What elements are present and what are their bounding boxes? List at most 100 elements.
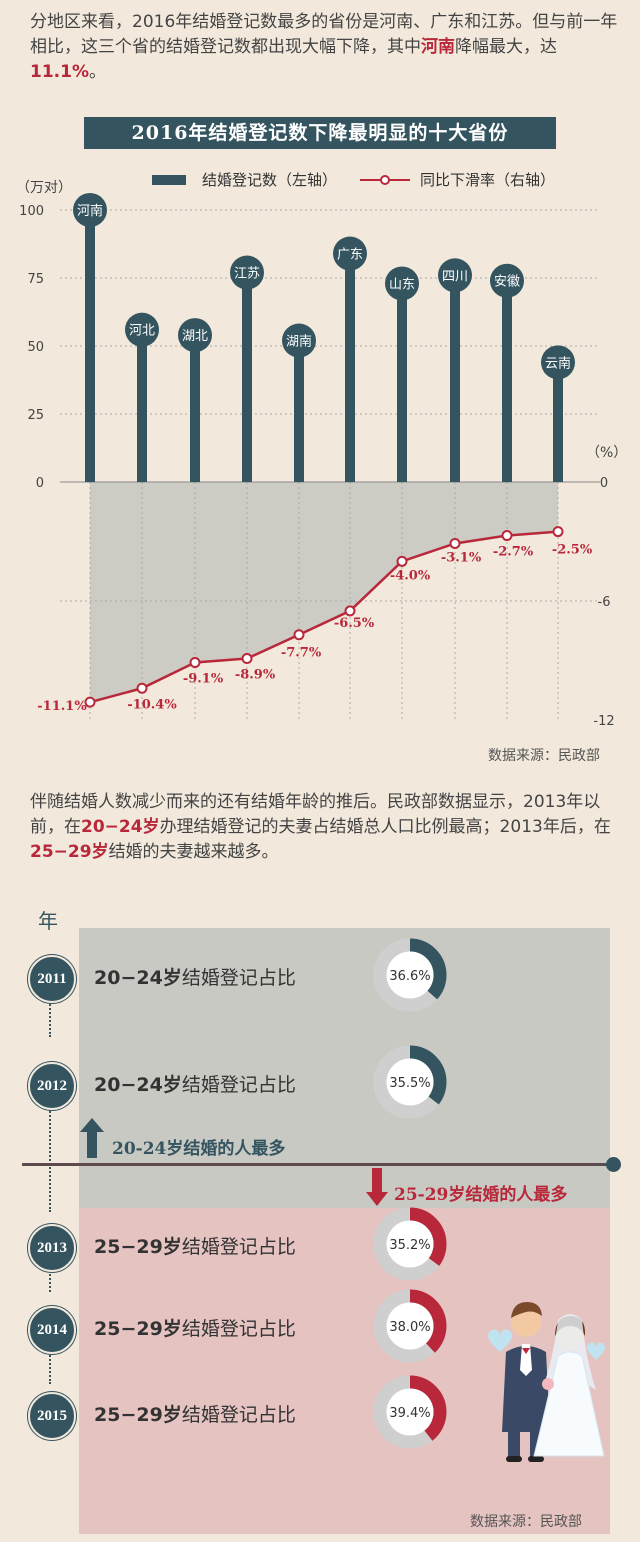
age-paragraph: 伴随结婚人数减少而来的还有结婚年龄的推后。民政部数据显示，2013年以前，在20… [30, 792, 611, 862]
row-label: 25−29岁结婚登记占比 [94, 1404, 296, 1426]
donut-value-label: 35.5% [389, 1076, 430, 1091]
donut-2014: 38.0% [373, 1289, 447, 1363]
row-label: 25−29岁结婚登记占比 [94, 1318, 296, 1340]
bar-label-badge [230, 255, 264, 290]
donut-center [386, 1220, 434, 1268]
legend-bar-swatch [152, 175, 186, 185]
line-data-label: -2.5% [552, 543, 593, 558]
bar-category-label: 山东 [389, 277, 415, 292]
line-point-2 [136, 682, 148, 694]
bar-1 [85, 210, 95, 482]
donut-center [386, 1388, 434, 1436]
left-tick-label: 100 [19, 204, 44, 219]
arrow-down-icon [366, 1168, 388, 1206]
donut-2015: 39.4% [373, 1375, 447, 1449]
line-point-7 [396, 555, 408, 567]
arrow-up-icon [80, 1118, 104, 1158]
bar-label-badge [333, 236, 367, 271]
left-tick-label: 50 [27, 340, 44, 355]
timeline-dots [49, 993, 51, 1037]
era-divider-end-dot [606, 1157, 621, 1172]
panel-2024-era [79, 928, 610, 1208]
highlight-age-2024: 20−24岁 [81, 817, 160, 837]
line-point-9 [501, 530, 513, 542]
line-data-label: -4.0% [390, 568, 431, 583]
chart-title: 2016年结婚登记数下降最明显的十大省份 [84, 117, 556, 149]
line-data-label: -11.1% [37, 699, 87, 714]
bar-5 [294, 340, 304, 482]
line-data-label: -10.4% [127, 697, 177, 712]
bar-category-label: 广东 [337, 248, 363, 263]
line-point-5 [293, 629, 305, 641]
bar-category-label: 四川 [442, 269, 468, 284]
legend-line-marker [380, 175, 390, 185]
donut-center [386, 1058, 434, 1106]
bar-3 [190, 335, 200, 482]
legend-line-label: 同比下滑率（右轴） [420, 171, 555, 189]
bar-label-badge [73, 193, 107, 227]
line-data-label: -8.9% [235, 668, 276, 683]
donut-value-label: 39.4% [389, 1406, 430, 1421]
era-divider-line [22, 1163, 612, 1166]
province-chart: 100 75 50 25 0 （万对） 0 -6 -12 （%） 结婚登记数（左轴） 同比下滑率（右轴… [16, 171, 627, 729]
left-axis-unit: （万对） [16, 180, 72, 196]
wedding-couple-illustration [488, 1302, 605, 1462]
right-tick-label: 0 [600, 476, 608, 491]
year-badge-2013: 2013 [28, 1224, 76, 1272]
donut-value-arc [373, 1289, 447, 1363]
intro-paragraph: 分地区来看，2016年结婚登记数最多的省份是河南、广东和江苏。但与前一年相比，这… [30, 12, 618, 82]
donut-value-arc [373, 1375, 447, 1449]
bar-category-label: 河南 [77, 203, 103, 219]
highlight-percent: 11.1% [30, 62, 89, 82]
timeline-dots [49, 1262, 51, 1292]
line-point-3 [189, 656, 201, 668]
bar-8 [450, 275, 460, 482]
year-badge-2015: 2015 [28, 1392, 76, 1440]
highlight-age-2529: 25−29岁 [30, 842, 109, 862]
donut-2013: 35.2% [373, 1207, 447, 1281]
left-tick-label: 25 [27, 408, 44, 423]
line-point-1 [84, 696, 96, 708]
bar-category-label: 安徽 [494, 275, 520, 290]
bar-label-badge [385, 266, 419, 301]
donut-2011: 36.6% [373, 938, 447, 1012]
bar-4 [242, 272, 252, 482]
donut-center [386, 1302, 434, 1350]
row-label: 25−29岁结婚登记占比 [94, 1236, 296, 1258]
right-axis-unit: （%） [586, 445, 627, 461]
bar-category-label: 河北 [129, 324, 155, 339]
bar-category-label: 江苏 [234, 266, 260, 282]
year-badge-2011: 2011 [28, 955, 76, 1003]
donut-value-arc [373, 938, 447, 1012]
note-2024-most: 20-24岁结婚的人最多 [112, 1139, 286, 1159]
year-header: 年 [38, 909, 58, 933]
line-data-label: -9.1% [183, 671, 224, 686]
row-label: 20−24岁结婚登记占比 [94, 1074, 296, 1096]
bar-label-badge [178, 318, 212, 353]
line-point-6 [344, 605, 356, 617]
bar-label-badge [490, 263, 524, 298]
bar-9 [502, 280, 512, 482]
right-tick-label: -6 [598, 595, 611, 610]
left-tick-label: 0 [36, 476, 44, 491]
donut-value-arc [373, 1207, 447, 1281]
line-data-label: -2.7% [493, 545, 534, 560]
timeline-source: 数据来源：民政部 [470, 1514, 582, 1530]
line-point-8 [449, 537, 461, 549]
line-point-4 [241, 653, 253, 665]
bar-label-badge [541, 345, 575, 380]
donut-value-arc [373, 1045, 447, 1119]
legend-bar-label: 结婚登记数（左轴） [202, 171, 337, 189]
bar-2 [137, 329, 147, 482]
donut-2012: 35.5% [373, 1045, 447, 1119]
donut-center [386, 951, 434, 999]
year-badge-2014: 2014 [28, 1306, 76, 1354]
left-tick-label: 75 [27, 272, 44, 287]
chart-source: 数据来源：民政部 [488, 748, 600, 764]
line-data-label: -3.1% [441, 550, 482, 565]
decline-rate-line [89, 530, 559, 704]
timeline-dots [49, 1100, 51, 1212]
line-data-label: -6.5% [334, 616, 375, 631]
donut-value-label: 35.2% [389, 1238, 430, 1253]
row-label: 20−24岁结婚登记占比 [94, 967, 296, 989]
